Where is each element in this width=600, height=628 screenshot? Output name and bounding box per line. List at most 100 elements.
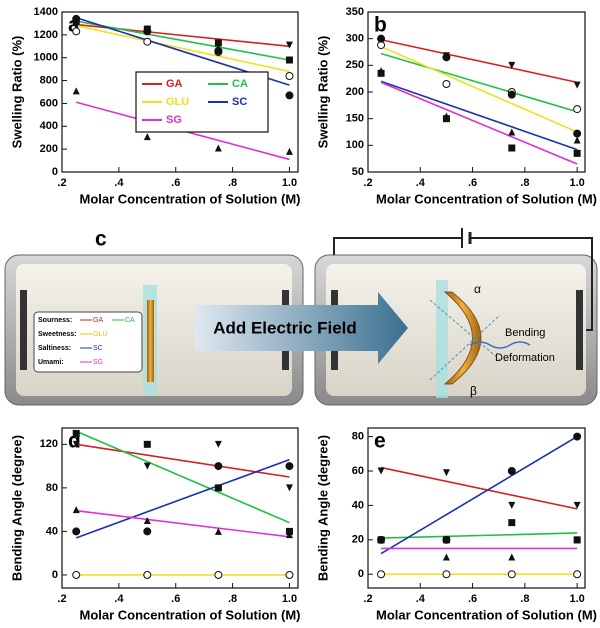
arrow <box>195 292 408 364</box>
fit-line <box>76 20 290 61</box>
y-tick-label: 150 <box>346 113 364 125</box>
y-tick-label: 200 <box>346 86 364 98</box>
marker <box>377 69 385 77</box>
fit-line <box>380 45 578 133</box>
y-tick-label: 0 <box>52 166 58 178</box>
marker <box>214 440 222 448</box>
marker <box>573 105 582 114</box>
x-tick-label: .8 <box>228 177 237 189</box>
marker <box>442 53 451 62</box>
marker <box>72 27 81 36</box>
marker <box>285 91 294 100</box>
legend-label: GLU <box>166 96 189 108</box>
fit-line <box>380 81 578 165</box>
y-tick-label: 60 <box>352 465 364 477</box>
x-tick-label: 1.0 <box>570 593 585 605</box>
electrode <box>576 290 583 370</box>
x-tick-label: .8 <box>520 177 529 189</box>
fit-line <box>381 532 578 539</box>
marker <box>573 136 581 144</box>
marker <box>143 570 152 579</box>
x-tick-label: .4 <box>114 593 124 605</box>
marker <box>285 570 294 579</box>
x-tick-label: .6 <box>171 593 180 605</box>
beta: β <box>470 384 477 398</box>
marker <box>143 37 152 46</box>
wire <box>470 237 593 331</box>
y-tick-label: 200 <box>40 143 58 155</box>
y-tick-label: 20 <box>352 534 364 546</box>
y-axis-label: Swelling Ratio (%) <box>9 36 24 149</box>
marker <box>143 27 152 36</box>
marker <box>442 535 451 544</box>
y-axis-label: Swelling Ratio (%) <box>315 36 330 149</box>
marker <box>214 144 222 152</box>
y-tick-label: 250 <box>346 59 364 71</box>
y-tick-label: 80 <box>46 482 58 494</box>
x-tick-label: .2 <box>57 593 66 605</box>
panel-label: e <box>374 430 386 453</box>
marker <box>72 506 80 514</box>
marker <box>285 56 293 64</box>
x-tick-label: .4 <box>416 593 426 605</box>
x-tick-label: .2 <box>57 177 66 189</box>
y-axis-label: Bending Angle (degree) <box>315 435 330 581</box>
fit-line <box>75 458 290 539</box>
fit-line <box>76 24 290 73</box>
marker <box>442 570 451 579</box>
marker <box>442 553 450 561</box>
marker <box>72 14 81 23</box>
marker <box>285 484 293 492</box>
marker <box>72 440 80 448</box>
fit-line <box>76 443 290 478</box>
legend-label: CA <box>232 78 248 90</box>
electrode <box>20 290 27 370</box>
marker <box>143 462 151 470</box>
marker <box>143 517 151 525</box>
marker <box>508 501 516 509</box>
row-label: Sourness: <box>38 317 72 324</box>
fit-line <box>380 466 578 510</box>
legend-box <box>33 311 143 373</box>
marker <box>214 484 222 492</box>
fit-line <box>380 38 578 84</box>
x-axis-label: Molar Concentration of Solution (M) <box>376 191 597 206</box>
marker <box>214 527 222 535</box>
x-tick-label: .6 <box>468 177 477 189</box>
row-label: Umami: <box>38 359 64 366</box>
device-inner <box>326 264 586 396</box>
x-axis-label: Molar Concentration of Solution (M) <box>80 607 301 622</box>
arrow-label: Add Electric Field <box>213 318 357 337</box>
marker <box>508 128 516 136</box>
y-tick-label: 50 <box>352 166 364 178</box>
row-item: SC <box>93 345 103 352</box>
fit-line <box>75 430 290 524</box>
y-tick-label: 400 <box>40 120 58 132</box>
y-tick-label: 40 <box>46 525 58 537</box>
marker <box>285 41 293 49</box>
marker <box>507 467 516 476</box>
marker <box>508 144 516 152</box>
plot-frame <box>61 11 299 173</box>
film <box>436 280 448 398</box>
marker <box>508 61 516 69</box>
x-axis-label: Molar Concentration of Solution (M) <box>376 607 597 622</box>
marker <box>214 462 223 471</box>
x-tick-label: .8 <box>228 593 237 605</box>
row-item: SG <box>93 359 103 366</box>
y-tick-label: 1400 <box>34 6 58 18</box>
annotation: Deformation <box>495 352 555 364</box>
marker <box>285 531 293 539</box>
legend-label: SC <box>232 96 247 108</box>
marker <box>508 519 516 527</box>
plot-frame <box>367 427 586 589</box>
marker <box>377 536 385 544</box>
marker <box>442 80 451 88</box>
marker <box>377 570 386 579</box>
marker <box>143 133 151 141</box>
marker <box>573 432 582 441</box>
marker <box>285 72 294 80</box>
row-item: CA <box>125 317 135 324</box>
